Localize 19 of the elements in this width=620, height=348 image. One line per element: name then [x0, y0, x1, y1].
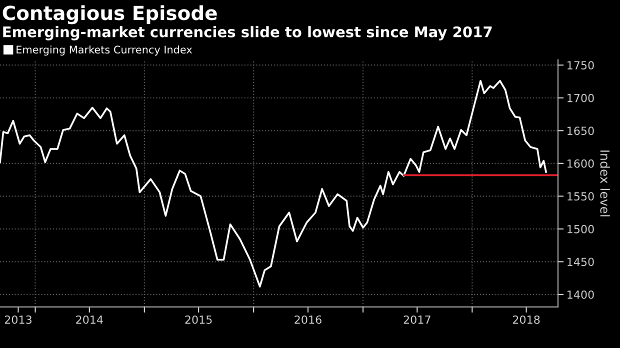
y-tick-label: 1750 — [568, 61, 594, 70]
x-tick-label: 2016 — [294, 315, 322, 324]
y-tick-label: 1400 — [568, 290, 594, 299]
y-tick-label: 1600 — [568, 159, 594, 168]
x-tick-label: 2015 — [185, 315, 212, 324]
chart-subtitle: Emerging-market currencies slide to lowest since May 2017 — [3, 26, 492, 40]
y-tick-label: 1700 — [568, 94, 594, 102]
y-tick-label: 1450 — [568, 258, 594, 266]
chart-title: Contagious Episode — [2, 5, 217, 24]
y-tick-label: 1550 — [568, 192, 594, 201]
x-tick-label: 2018 — [512, 315, 540, 324]
line-series — [0, 80, 547, 288]
x-tick-label: 2014 — [76, 315, 103, 324]
x-tick-label: 2017 — [404, 315, 430, 324]
y-tick-label: 1650 — [568, 126, 594, 136]
y-tick-label: 1500 — [568, 224, 594, 234]
legend-label: Emerging Markets Currency Index — [16, 45, 192, 56]
y-axis-title: Index level — [600, 150, 610, 216]
x-tick-label: 2013 — [4, 315, 32, 324]
